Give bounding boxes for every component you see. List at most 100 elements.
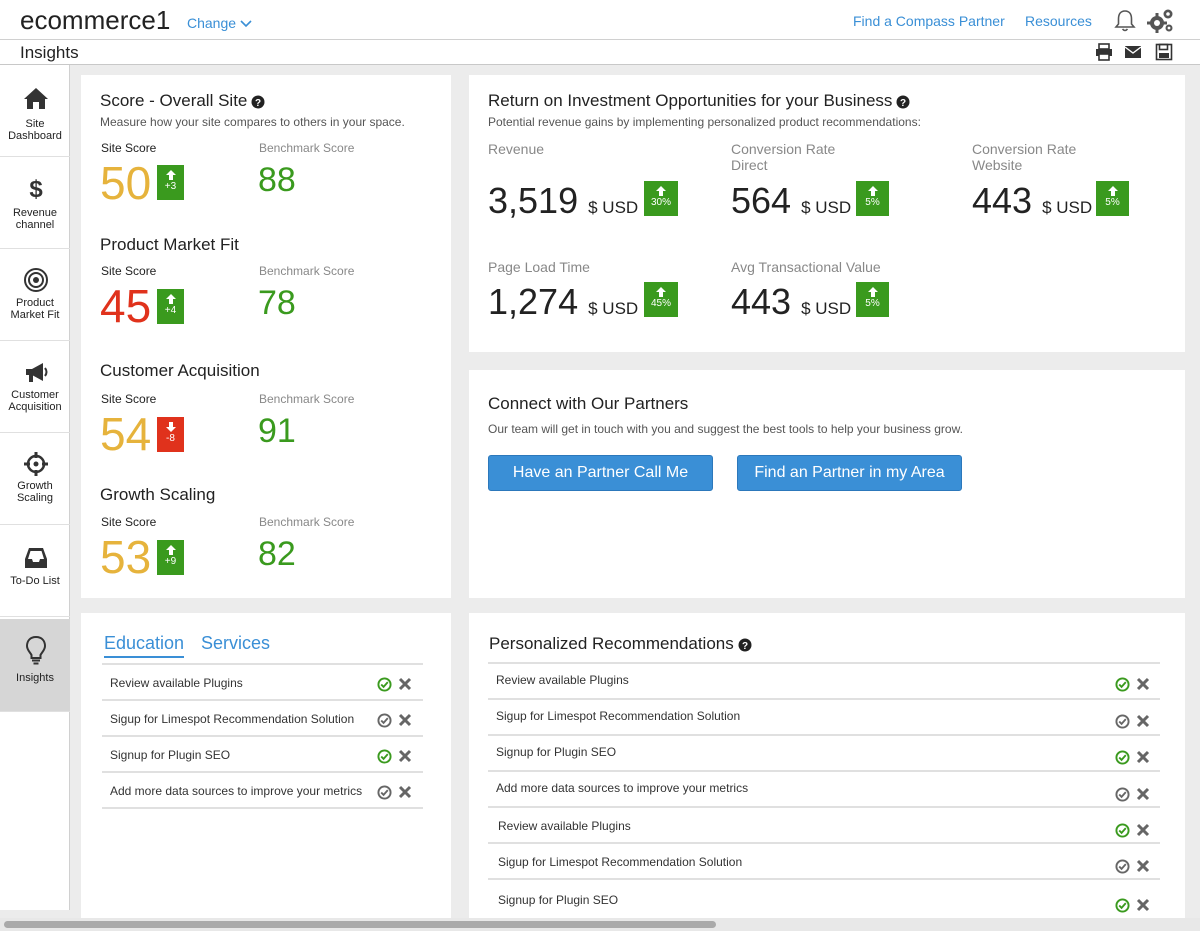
sidebar-item-to-do-list[interactable]: To-Do List: [0, 525, 70, 617]
education-list: Review available Plugins Sigup for Limes…: [102, 663, 423, 809]
close-icon[interactable]: [398, 713, 412, 727]
close-icon[interactable]: [1136, 750, 1150, 764]
roi-metric-label: Avg Transactional Value: [731, 259, 881, 275]
sidebar-item-site-dashboard[interactable]: Site Dashboard: [0, 65, 70, 157]
roi-metric-value: 1,274 $ USD: [488, 281, 639, 322]
sidebar-item-label: Revenue channel: [12, 207, 58, 231]
arrow-down-icon: [165, 422, 176, 432]
roi-change-badge: 5%: [856, 181, 889, 216]
lightbulb-icon: [25, 635, 47, 665]
top-bar: ecommerce1 Change Find a Compass Partner…: [0, 0, 1200, 40]
change-site-link[interactable]: Change: [187, 15, 252, 31]
partner-call-button[interactable]: Have an Partner Call Me: [488, 455, 713, 491]
score-change-badge: +9: [157, 540, 184, 575]
list-item-text: Sigup for Limespot Recommendation Soluti…: [110, 712, 355, 726]
list-item: Signup for Plugin SEO: [488, 736, 1160, 772]
roi-change-badge: 45%: [644, 282, 678, 317]
crosshair-icon: [24, 452, 48, 476]
tab-education[interactable]: Education: [104, 633, 185, 658]
close-icon[interactable]: [1136, 823, 1150, 837]
list-item-text: Review available Plugins: [498, 819, 631, 833]
sidebar-item-growth-scaling[interactable]: Growth Scaling: [0, 433, 70, 525]
roi-change-badge: 5%: [1096, 181, 1129, 216]
benchmark-score-value: 82: [258, 535, 296, 573]
list-item-text: Signup for Plugin SEO: [110, 748, 231, 762]
sidebar-item-insights[interactable]: Insights: [0, 619, 70, 712]
sidebar-item-label: Growth Scaling: [16, 480, 54, 504]
roi-metric-value: 564 $ USD: [731, 180, 852, 221]
sidebar-item-revenue-channel[interactable]: $ Revenue channel: [0, 157, 70, 249]
section-title: Growth Scaling: [100, 485, 216, 504]
check-circle-icon[interactable]: [1115, 677, 1130, 692]
sidebar-item-label: Customer Acquisition: [8, 389, 62, 413]
benchmark-score-label: Benchmark Score: [259, 392, 355, 406]
close-icon[interactable]: [1136, 898, 1150, 912]
help-icon[interactable]: ?: [251, 95, 265, 109]
target-icon: [24, 268, 48, 292]
print-icon[interactable]: [1095, 43, 1113, 61]
close-icon[interactable]: [1136, 714, 1150, 728]
check-circle-icon[interactable]: [377, 749, 392, 764]
help-icon[interactable]: ?: [896, 95, 910, 109]
score-change-value: +3: [164, 181, 177, 192]
check-circle-icon[interactable]: [1115, 714, 1130, 729]
list-item-text: Review available Plugins: [496, 673, 629, 687]
resources-link[interactable]: Resources: [1025, 13, 1092, 29]
email-icon[interactable]: [1124, 43, 1142, 61]
roi-metric-label: Conversion Rate Website: [972, 141, 1077, 173]
score-change-value: -8: [166, 433, 175, 444]
tab-services[interactable]: Services: [201, 633, 271, 653]
benchmark-score-value: 88: [258, 161, 296, 199]
benchmark-score-label: Benchmark Score: [259, 141, 355, 155]
sidebar-item-label: Site Dashboard: [8, 118, 62, 142]
sidebar-item-label: Insights: [16, 672, 54, 684]
close-icon[interactable]: [1136, 677, 1150, 691]
close-icon[interactable]: [398, 749, 412, 763]
page-header-bar: Insights: [0, 40, 1200, 65]
partners-card-subtitle: Our team will get in touch with you and …: [488, 422, 963, 436]
arrow-up-icon: [867, 186, 878, 196]
save-icon[interactable]: [1155, 43, 1173, 61]
close-icon[interactable]: [1136, 859, 1150, 873]
chevron-down-icon: [240, 20, 252, 28]
roi-metric-label: Revenue: [488, 141, 545, 157]
site-score-label: Site Score: [101, 515, 157, 529]
close-icon[interactable]: [1136, 787, 1150, 801]
scrollbar-thumb[interactable]: [4, 921, 716, 928]
roi-change-badge: 5%: [856, 282, 889, 317]
score-card-title: Score - Overall Site?: [100, 91, 265, 111]
list-item: Review available Plugins: [488, 808, 1160, 844]
find-partner-button[interactable]: Find an Partner in my Area: [737, 455, 962, 491]
benchmark-score-value: 78: [258, 284, 296, 322]
check-circle-icon[interactable]: [1115, 859, 1130, 874]
site-score-value: 54: [100, 408, 152, 460]
roi-metric-value: 3,519 $ USD: [488, 180, 639, 221]
close-icon[interactable]: [398, 677, 412, 691]
help-icon[interactable]: ?: [738, 638, 752, 652]
check-circle-icon[interactable]: [1115, 823, 1130, 838]
roi-change-value: 45%: [650, 298, 671, 309]
check-circle-icon[interactable]: [377, 677, 392, 692]
gears-icon[interactable]: [1146, 7, 1176, 35]
list-item: Add more data sources to improve your me…: [102, 773, 423, 809]
sidebar-item-customer-acquisition[interactable]: Customer Acquisition: [0, 341, 70, 433]
check-circle-icon[interactable]: [377, 785, 392, 800]
arrow-up-icon: [165, 294, 176, 304]
sidebar-item-product-market-fit[interactable]: Product Market Fit: [0, 249, 70, 341]
roi-card-title: Return on Investment Opportunities for y…: [488, 91, 910, 111]
section-title: Product Market Fit: [100, 235, 239, 254]
check-circle-icon[interactable]: [1115, 787, 1130, 802]
check-circle-icon[interactable]: [1115, 750, 1130, 765]
svg-text:?: ?: [742, 641, 748, 652]
svg-text:$: $: [29, 176, 43, 201]
recommendations-list: Review available Plugins Sigup for Limes…: [488, 662, 1160, 913]
find-compass-partner-link[interactable]: Find a Compass Partner: [853, 13, 1005, 29]
check-circle-icon[interactable]: [377, 713, 392, 728]
close-icon[interactable]: [398, 785, 412, 799]
arrow-up-icon: [867, 287, 878, 297]
bell-icon[interactable]: [1114, 9, 1136, 33]
site-score-label: Site Score: [101, 392, 157, 406]
check-circle-icon[interactable]: [1115, 898, 1130, 913]
horizontal-scrollbar[interactable]: [0, 918, 1200, 931]
score-change-badge: +3: [157, 165, 184, 200]
